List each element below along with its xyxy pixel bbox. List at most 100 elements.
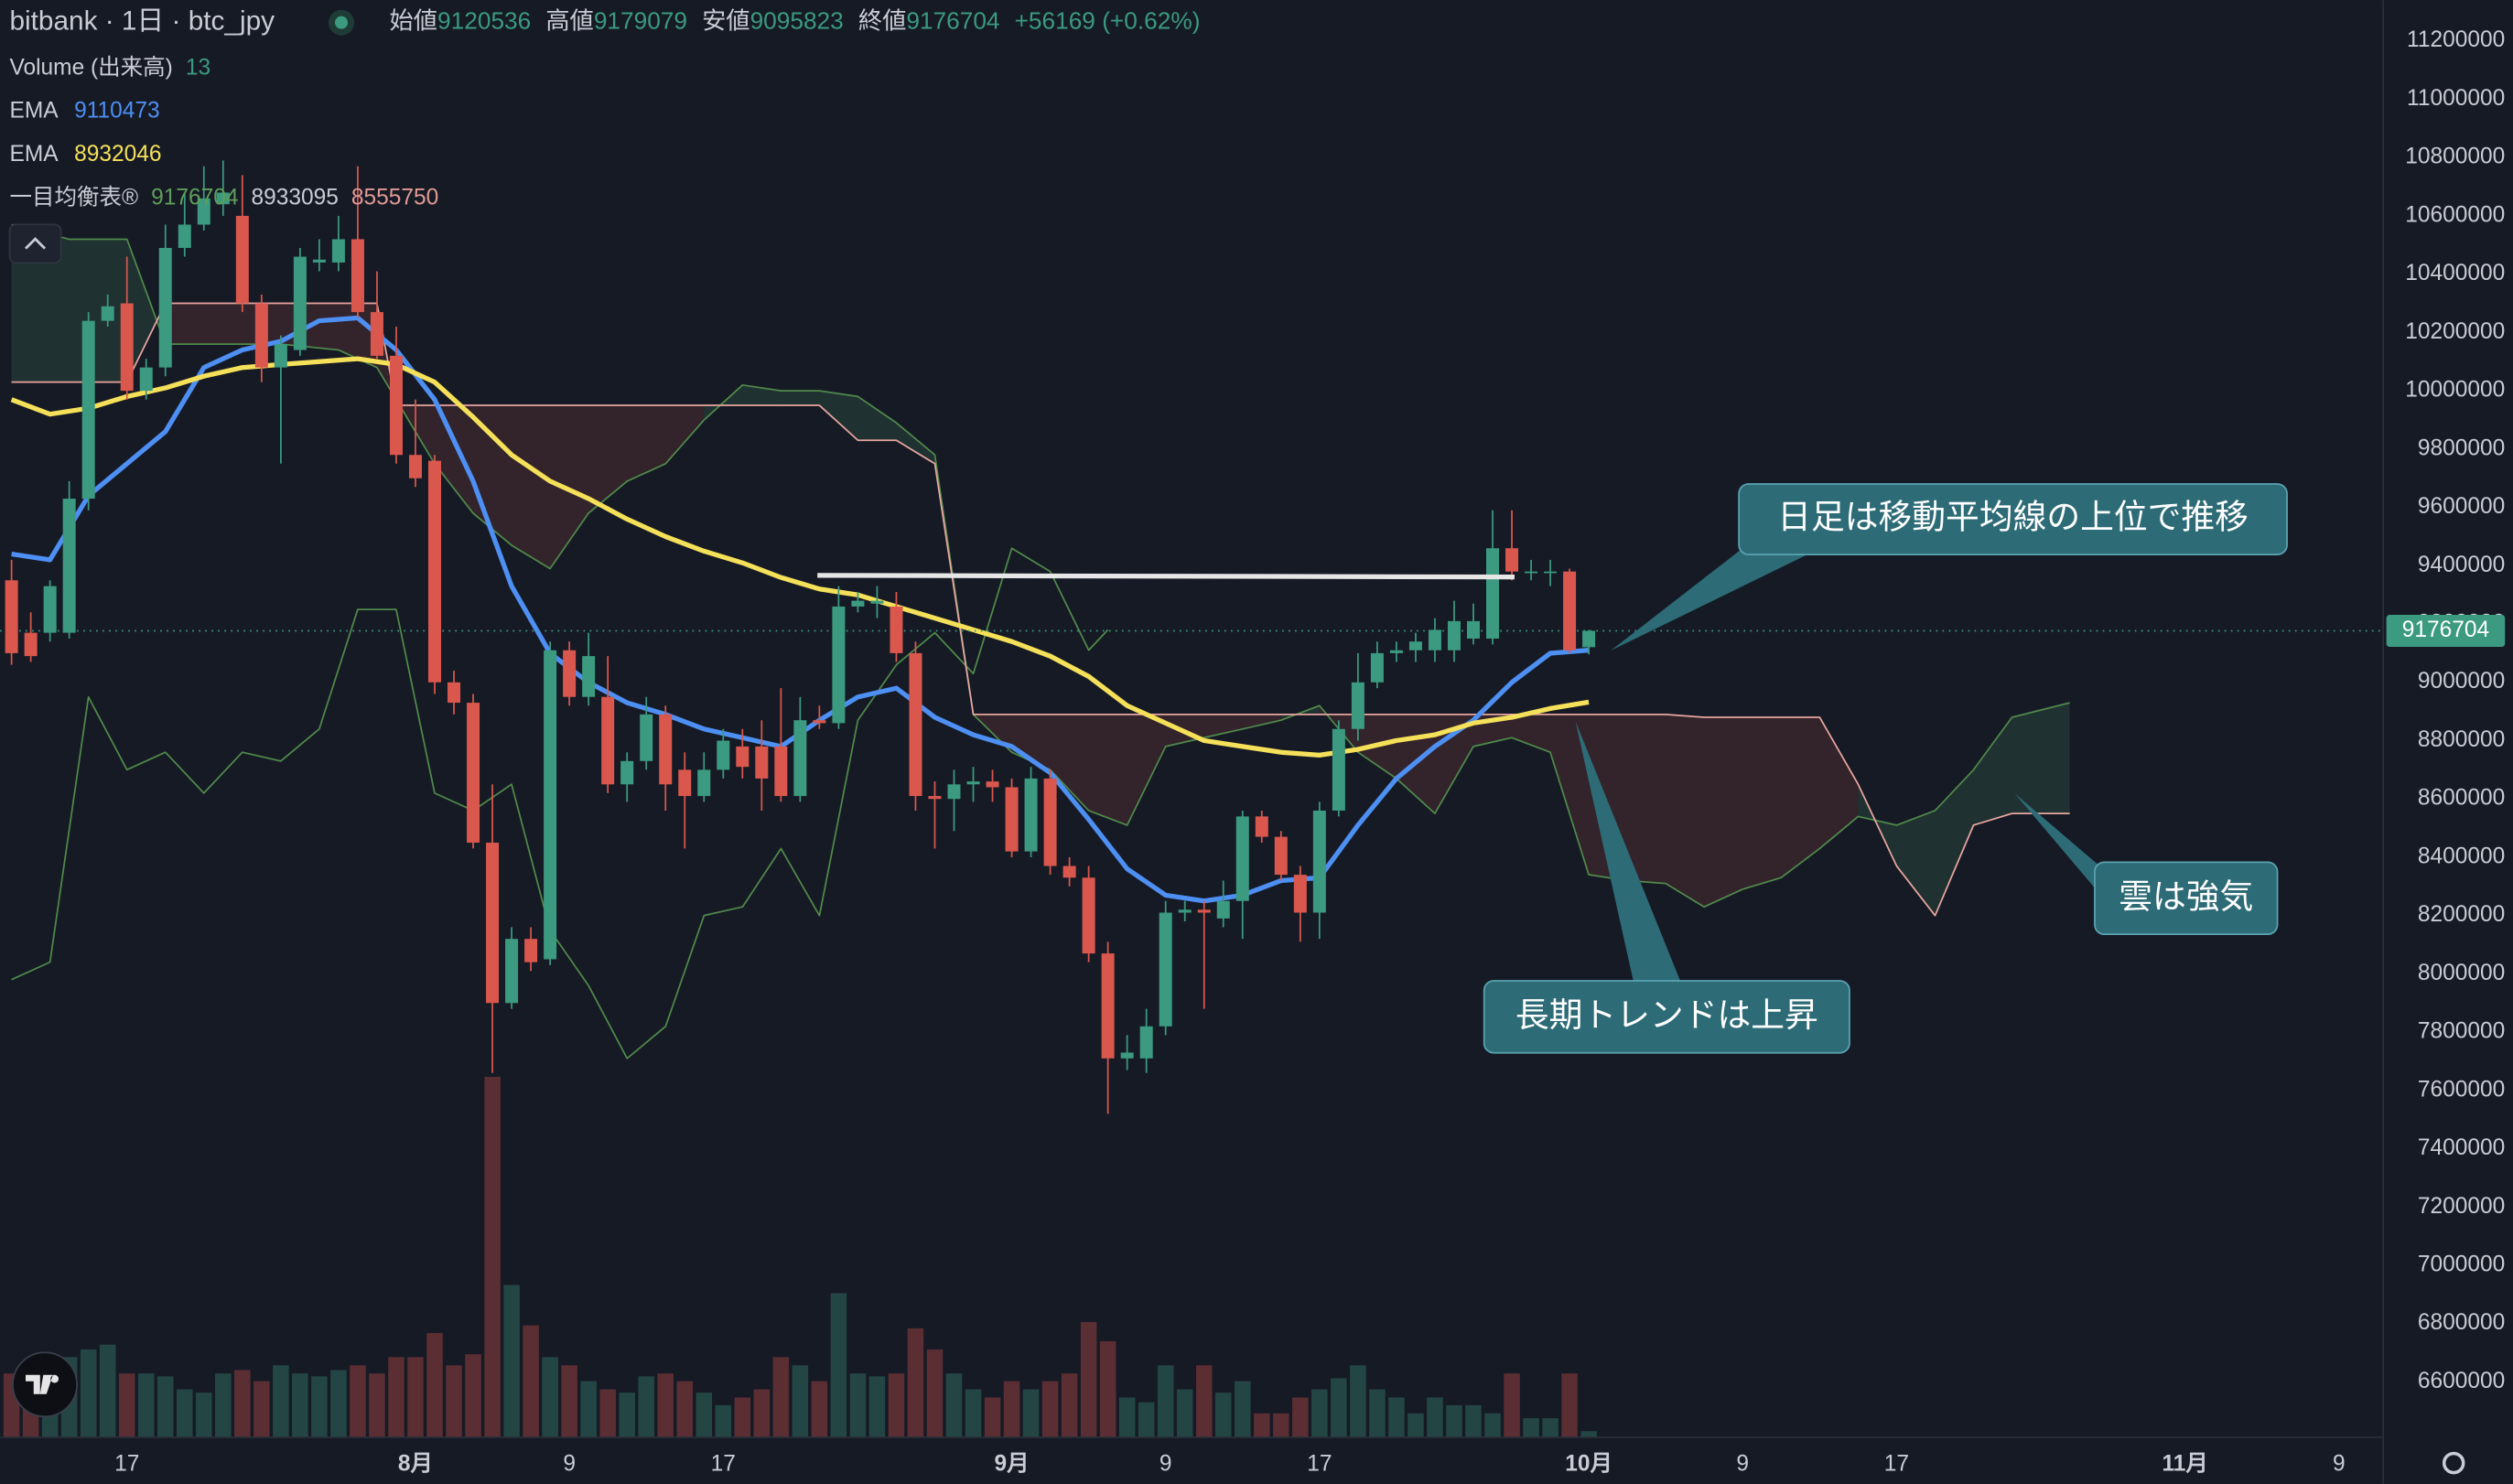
cloud: [1896, 810, 1936, 916]
candle-body: [678, 769, 692, 797]
legend-value: 8933095: [251, 186, 338, 210]
ema-line: [10, 356, 1590, 758]
legend-label: EMA: [10, 143, 59, 167]
cloud: [1627, 714, 1666, 884]
volume-bar: [1138, 1402, 1155, 1438]
volume-bar: [407, 1357, 424, 1438]
y-tick-label: 10200000: [2405, 319, 2505, 344]
x-tick-label: 9: [2333, 1451, 2346, 1476]
x-tick-label: 8月: [398, 1451, 433, 1476]
volume-bar: [1061, 1373, 1078, 1438]
candle-body: [1120, 1052, 1134, 1059]
candle-body: [1101, 953, 1115, 1059]
candle-body: [1466, 620, 1480, 639]
volume-bar: [907, 1328, 924, 1438]
cloud: [1704, 717, 1743, 908]
candle-body: [1235, 816, 1249, 901]
candle-body: [736, 746, 750, 768]
candle-body: [24, 632, 38, 657]
candle-body: [947, 784, 961, 800]
candle-body: [1544, 571, 1558, 574]
volume-bar: [446, 1365, 462, 1438]
candle-body: [1005, 787, 1019, 852]
cloud: [1242, 714, 1281, 729]
callout-pointer: [1575, 721, 1683, 987]
cloud: [126, 239, 166, 382]
settings-icon[interactable]: [2442, 1451, 2465, 1475]
cloud: [1935, 769, 1974, 916]
callout-text: 雲は強気: [2119, 877, 2253, 915]
volume-bar: [1195, 1365, 1213, 1438]
candle-body: [448, 682, 461, 704]
callout-pointer: [2014, 793, 2103, 898]
candle-body: [909, 652, 922, 797]
volume-bar: [696, 1393, 713, 1438]
y-tick-label: 8400000: [2418, 844, 2505, 868]
ohlc-header: 始値9120536 高値9179079 安値9095823 終値9176704 …: [390, 7, 1201, 35]
y-tick-label: 6800000: [2418, 1310, 2505, 1335]
volume-bar: [99, 1344, 116, 1438]
volume-bar: [1254, 1413, 1270, 1438]
candle-body: [43, 586, 57, 633]
candle-body: [1293, 875, 1307, 913]
candle-body: [832, 606, 846, 724]
legend-value: 9176704: [151, 186, 238, 210]
cloud: [512, 405, 551, 569]
volume-bar: [561, 1365, 577, 1438]
cloud: [857, 396, 897, 441]
candle-body: [428, 460, 442, 683]
candle-body: [870, 600, 884, 604]
candle-body: [178, 224, 191, 249]
legend-ema: EMA 9110473: [10, 99, 160, 124]
legend-label: 一目均衡表®: [10, 185, 139, 210]
legend-label: Volume (出来高): [10, 55, 173, 81]
volume-bar: [926, 1349, 944, 1438]
x-tick-label: 17: [114, 1451, 139, 1476]
legend-value: 13: [186, 56, 210, 81]
candle-body: [928, 796, 942, 800]
candle-body: [1505, 548, 1519, 572]
cloud: [627, 405, 666, 481]
volume-bar: [311, 1376, 328, 1438]
volume-bar: [1350, 1365, 1366, 1438]
volume-bar: [734, 1397, 751, 1438]
volume-bar: [1003, 1381, 1020, 1438]
cloud: [1050, 714, 1089, 811]
volume-bar: [619, 1393, 635, 1438]
candle-body: [1486, 548, 1500, 639]
candle-body: [254, 303, 268, 368]
volume-bar: [772, 1357, 790, 1438]
cloud: [550, 405, 589, 569]
cloud: [1742, 717, 1782, 890]
collapse-button[interactable]: [8, 223, 62, 264]
y-tick-label: 8000000: [2418, 961, 2505, 985]
x-tick-label: 11月: [2162, 1451, 2207, 1476]
volume-bar: [1504, 1373, 1520, 1438]
candle-body: [274, 344, 287, 368]
cloud: [11, 224, 70, 382]
y-tick-label: 8600000: [2418, 786, 2505, 811]
candle-body: [620, 760, 634, 785]
legend-volume: Volume (出来高) 13: [10, 55, 211, 81]
candle-body: [1024, 778, 1038, 852]
y-tick-label: 8800000: [2418, 727, 2505, 752]
y-tick-label: 10800000: [2405, 145, 2505, 169]
candle-body: [524, 939, 538, 962]
legend-ema: EMA 8932046: [10, 143, 162, 167]
x-tick-label: 9月: [994, 1451, 1029, 1476]
volume-bar: [676, 1381, 694, 1438]
cloud: [665, 405, 705, 464]
volume-bar: [580, 1381, 597, 1438]
candle-body: [1332, 728, 1345, 811]
candle-body: [601, 696, 615, 785]
y-tick-label: 9000000: [2418, 669, 2505, 694]
candle-body: [505, 939, 519, 1004]
volume-bar: [1580, 1431, 1597, 1438]
candle-body: [755, 746, 769, 779]
status-dot: [335, 16, 349, 29]
cloud: [1127, 714, 1166, 825]
candle-body: [1428, 629, 1441, 651]
callout-box: [2094, 861, 2279, 936]
y-tick-label: 11000000: [2407, 86, 2505, 111]
